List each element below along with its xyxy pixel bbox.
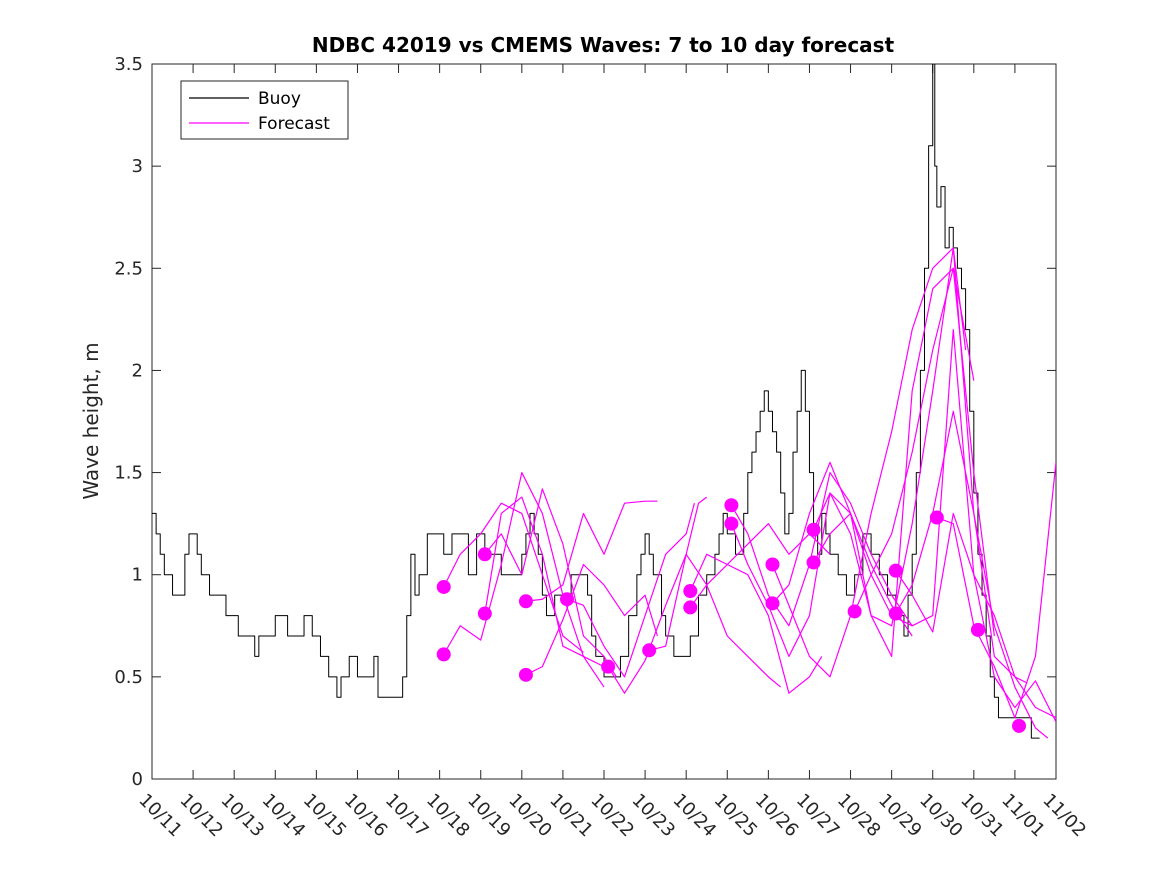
legend-box	[180, 80, 349, 140]
forecast-marker	[929, 510, 944, 525]
y-tick-label: 0	[132, 769, 143, 790]
forecast-marker	[477, 547, 492, 562]
y-tick-label: 3.5	[114, 54, 143, 75]
forecast-marker	[477, 606, 492, 621]
chart-title: NDBC 42019 vs CMEMS Waves: 7 to 10 day f…	[312, 33, 895, 57]
y-tick-label: 1	[132, 565, 143, 586]
legend-buoy-label: Buoy	[258, 89, 301, 109]
forecast-marker	[560, 592, 575, 607]
forecast-series-line	[443, 471, 605, 668]
forecast-marker	[683, 584, 698, 599]
forecast-series-line	[443, 502, 584, 653]
forecast-series-line	[649, 553, 782, 688]
forecast-series-line	[813, 267, 995, 658]
forecast-marker	[518, 667, 533, 682]
forecast-series-line	[607, 496, 708, 694]
forecast-series-line	[484, 488, 617, 678]
forecast-marker	[436, 647, 451, 662]
forecast-series-line	[730, 492, 913, 658]
forecast-series-line	[566, 503, 695, 678]
y-tick-label: 3	[132, 156, 143, 177]
forecast-series-line	[525, 500, 658, 602]
y-tick-label: 2.5	[114, 258, 143, 279]
y-axis-label: Wave height, m	[79, 342, 103, 499]
forecast-marker	[436, 579, 451, 594]
forecast-series-line	[730, 471, 913, 627]
forecast-marker	[1012, 718, 1027, 733]
series-group	[152, 64, 1056, 739]
forecast-series-line	[895, 512, 1056, 719]
forecast-series-line	[689, 523, 831, 592]
forecast-marker	[724, 498, 739, 513]
forecast-marker	[806, 522, 821, 537]
forecast-series-line	[813, 247, 1028, 684]
forecast-marker	[642, 643, 657, 658]
y-tick-label: 2	[132, 360, 143, 381]
buoy-series-line	[152, 64, 1040, 739]
y-tick-label: 0.5	[114, 667, 143, 688]
forecast-series-line	[689, 563, 823, 694]
forecast-marker	[970, 622, 985, 637]
forecast-marker	[724, 516, 739, 531]
forecast-series-line	[484, 496, 605, 688]
forecast-series-line	[771, 247, 967, 678]
forecast-marker	[888, 563, 903, 578]
forecast-marker	[765, 557, 780, 572]
forecast-marker	[888, 606, 903, 621]
forecast-marker	[683, 600, 698, 615]
forecast-series-line	[936, 462, 1056, 719]
forecast-series-line	[895, 410, 1049, 739]
forecast-marker	[847, 604, 862, 619]
forecast-marker	[601, 659, 616, 674]
forecast-marker	[806, 555, 821, 570]
forecast-series-line	[525, 563, 658, 676]
forecast-marker	[765, 596, 780, 611]
y-tick-label: 1.5	[114, 463, 143, 484]
forecast-marker	[518, 594, 533, 609]
legend-forecast-label: Forecast	[258, 114, 330, 134]
